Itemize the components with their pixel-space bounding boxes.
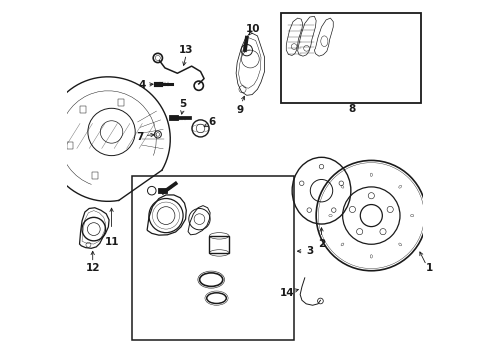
Text: 10: 10: [245, 24, 260, 34]
Text: 4: 4: [139, 80, 146, 90]
Text: 12: 12: [85, 263, 100, 273]
Bar: [80, 106, 86, 113]
Bar: [209, 236, 229, 253]
Bar: [281, 13, 421, 103]
Bar: [119, 99, 124, 106]
Bar: [92, 172, 98, 179]
Text: 11: 11: [104, 237, 119, 247]
Bar: [132, 176, 294, 340]
Text: 7: 7: [136, 132, 144, 141]
Text: 14: 14: [280, 288, 294, 298]
Text: 1: 1: [426, 263, 433, 273]
Text: 9: 9: [236, 104, 243, 114]
Text: 13: 13: [179, 45, 194, 55]
Text: 8: 8: [348, 104, 355, 114]
Text: 2: 2: [318, 239, 325, 249]
Text: 3: 3: [306, 246, 314, 256]
Bar: [67, 142, 73, 149]
Text: 6: 6: [209, 117, 216, 127]
Text: 5: 5: [179, 99, 186, 109]
